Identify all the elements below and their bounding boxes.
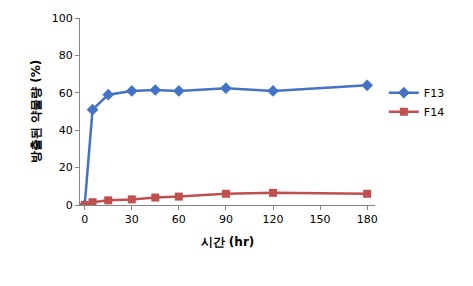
svg-text:150: 150 [310, 213, 331, 226]
svg-text:0: 0 [81, 213, 88, 226]
svg-text:시간 (hr): 시간 (hr) [201, 235, 255, 249]
svg-text:90: 90 [219, 213, 233, 226]
svg-text:방출된 약물량 (%): 방출된 약물량 (%) [29, 60, 43, 163]
svg-text:20: 20 [59, 161, 73, 174]
svg-text:0: 0 [66, 199, 73, 212]
svg-text:100: 100 [52, 12, 73, 25]
svg-text:40: 40 [59, 124, 73, 137]
svg-text:F14: F14 [424, 106, 444, 119]
svg-text:60: 60 [59, 87, 73, 100]
svg-text:180: 180 [357, 213, 378, 226]
svg-text:80: 80 [59, 49, 73, 62]
svg-text:60: 60 [172, 213, 186, 226]
svg-text:120: 120 [263, 213, 284, 226]
svg-text:F13: F13 [424, 87, 444, 100]
svg-text:30: 30 [125, 213, 139, 226]
